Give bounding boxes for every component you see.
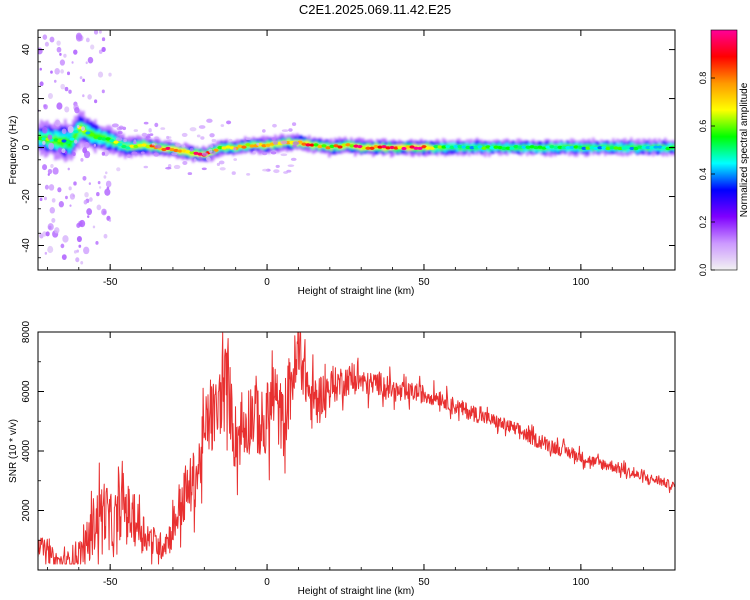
snr-y-tick: 8000: [21, 320, 675, 343]
colorbar-tick-label: 0.2: [698, 216, 708, 229]
spectrogram-y-tick-label: -40: [21, 238, 32, 253]
colorbar-tick-label: 0.4: [698, 168, 708, 181]
colorbar-label: Normalized spectral amplitude: [739, 82, 750, 217]
spectrogram-x-tick: -50: [103, 30, 118, 288]
spectrogram-y-axis-label: Frequency (Hz): [8, 116, 19, 185]
spectrogram-y-tick-label: 20: [21, 93, 32, 105]
snr-series-line: [38, 332, 675, 565]
spectrogram-speckle: [38, 30, 300, 265]
snr-x-tick-label: 0: [264, 577, 270, 588]
spectrogram-y-tick-label: 0: [21, 144, 32, 150]
spectrogram-y-tick-label: -20: [21, 189, 32, 204]
snr-x-tick-label: 50: [418, 577, 430, 588]
snr-y-tick-label: 6000: [21, 380, 32, 403]
colorbar-tick: 0.8: [698, 72, 715, 85]
page-title: C2E1.2025.069.11.42.E25: [298, 2, 452, 17]
colorbar-tick-label: 0.0: [698, 264, 708, 277]
colorbar-tick: 0.4: [698, 168, 715, 181]
spectrogram-x-tick: 100: [573, 30, 590, 288]
snr-x-tick-label: -50: [103, 577, 118, 588]
snr-panel: [38, 332, 675, 565]
colorbar-tick: 0.6: [698, 120, 715, 133]
spectrogram-y-tick: 40: [21, 44, 675, 56]
snr-x-axis-label: Height of straight line (km): [298, 586, 415, 597]
colorbar-tick-label: 0.6: [698, 120, 708, 133]
spectrogram-hotspots: [38, 126, 675, 157]
spectrogram-y-tick: 20: [21, 93, 675, 105]
snr-y-tick-label: 2000: [21, 499, 32, 522]
colorbar-tick: 0.2: [698, 216, 715, 229]
spectrogram-x-axis-label: Height of straight line (km): [298, 286, 415, 297]
spectrogram-x-tick-label: 50: [418, 277, 430, 288]
spectrogram-y-tick: 0: [21, 144, 675, 150]
colorbar: [710, 29, 738, 271]
snr-y-axis-label: SNR (10 * v/v): [8, 419, 19, 483]
spectrogram-x-tick: 0: [264, 30, 270, 288]
spectrogram-x-tick-label: -50: [103, 277, 118, 288]
snr-x-tick: -50: [103, 332, 118, 588]
spectrogram-x-tick: 50: [418, 30, 430, 288]
spectrogram-axes: -50 0 50 100 -40 -20 0 20 40: [21, 30, 676, 288]
spectrogram-frame: [37, 29, 676, 271]
snr-y-tick-label: 4000: [21, 439, 32, 462]
spectrogram-y-tick: -40: [21, 238, 675, 253]
colorbar-ticks: 0.0 0.2 0.4 0.6 0.8: [698, 72, 715, 277]
snr-x-tick-label: 100: [573, 577, 590, 588]
snr-x-tick: 50: [418, 332, 430, 588]
spectrogram-x-tick-label: 100: [573, 277, 590, 288]
spectrogram-x-tick-label: 0: [264, 277, 270, 288]
snr-axes: -50 0 50 100 2000 4000 6000 8000: [21, 320, 676, 588]
colorbar-tick: 0.0: [698, 264, 715, 277]
snr-y-tick-label: 8000: [21, 320, 32, 343]
spectrogram-y-tick-label: 40: [21, 44, 32, 56]
spectrogram-panel: [38, 30, 675, 265]
colorbar-tick-label: 0.8: [698, 72, 708, 85]
spectrogram-y-tick: -20: [21, 189, 675, 204]
